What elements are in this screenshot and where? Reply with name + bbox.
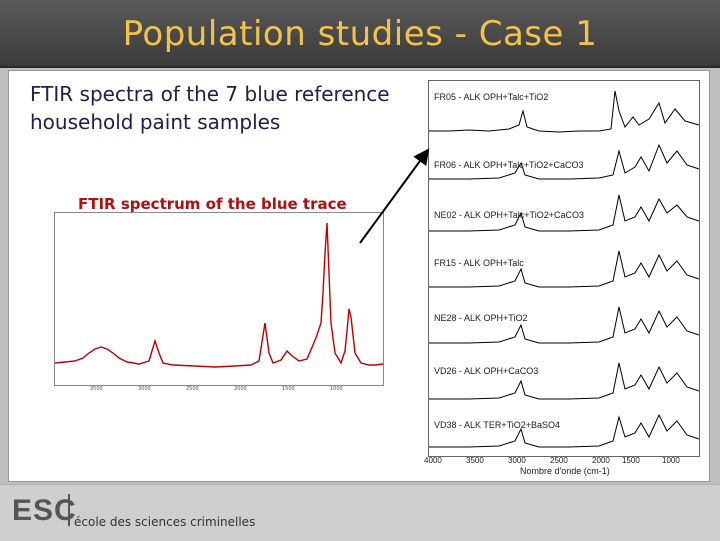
trace-tick-3500: 3500 <box>90 386 103 392</box>
trace-tick-2500: 2500 <box>186 386 199 392</box>
axis-tick-1000: 1000 <box>662 456 680 465</box>
school-name: école des sciences criminelles <box>74 515 256 529</box>
spectrum-label-5: NE28 - ALK OPH+TiO2 <box>434 313 528 323</box>
spectrum-label-6: VD26 - ALK OPH+CaCO3 <box>434 366 539 376</box>
reference-spectrum-2 <box>429 143 700 180</box>
reference-spectrum-4 <box>429 250 700 288</box>
axis-tick-3000: 3000 <box>508 456 526 465</box>
reference-spectrum-6 <box>429 362 700 400</box>
wavenumber-axis-title: Nombre d'onde (cm-1) <box>520 466 610 476</box>
axis-tick-1500: 1500 <box>622 456 640 465</box>
reference-spectrum-7 <box>429 413 700 448</box>
trace-tick-1000: 1000 <box>330 386 343 392</box>
trace-spectrum-svg <box>54 222 384 368</box>
esc-logo: ESC <box>12 494 77 527</box>
trace-tick-2000: 2000 <box>234 386 247 392</box>
trace-tick-1500: 1500 <box>282 386 295 392</box>
reference-spectrum-1 <box>429 90 700 133</box>
footer-bar <box>0 484 720 541</box>
axis-tick-2000: 2000 <box>592 456 610 465</box>
reference-spectrum-5 <box>429 306 700 344</box>
reference-spectrum-3 <box>429 194 700 232</box>
trace-plot <box>54 212 384 386</box>
spectrum-label-1: FR05 - ALK OPH+Talc+TiO2 <box>434 92 549 102</box>
spectrum-label-2: FR06 - ALK OPH+Talc+TiO2+CaCO3 <box>434 160 584 170</box>
trace-spectrum-line <box>54 222 384 368</box>
reference-spectra-panel <box>428 80 700 457</box>
main-text: FTIR spectra of the 7 blue reference hou… <box>30 82 390 134</box>
spectrum-label-4: FR15 - ALK OPH+Talc <box>434 258 524 268</box>
title-bar <box>0 0 720 68</box>
spectrum-label-7: VD38 - ALK TER+TiO2+BaSO4 <box>434 420 561 430</box>
trace-tick-3000: 3000 <box>138 386 151 392</box>
logo-separator <box>68 494 70 526</box>
axis-tick-3500: 3500 <box>466 456 484 465</box>
slide-title: Population studies - Case 1 <box>122 14 598 54</box>
trace-caption: FTIR spectrum of the blue trace <box>78 195 347 213</box>
reference-spectra-svg <box>429 90 700 448</box>
spectrum-label-3: NE02 - ALK OPH+Talc+TiO2+CaCO3 <box>434 210 584 220</box>
axis-tick-4000: 4000 <box>424 456 442 465</box>
axis-tick-2500: 2500 <box>550 456 568 465</box>
